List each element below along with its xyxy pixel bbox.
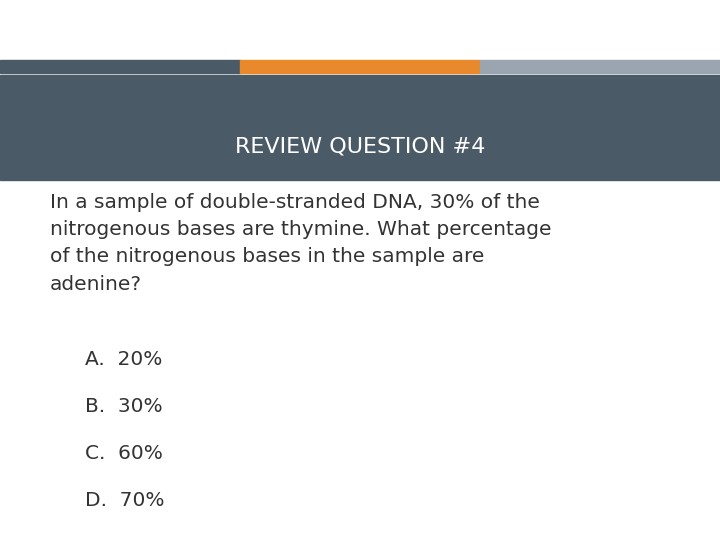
Text: C.  60%: C. 60% <box>85 444 163 463</box>
Text: A.  20%: A. 20% <box>85 350 163 369</box>
Bar <box>0 75 720 180</box>
Text: REVIEW QUESTION #4: REVIEW QUESTION #4 <box>235 137 485 157</box>
Bar <box>0 60 240 73</box>
Text: D.  70%: D. 70% <box>85 491 164 510</box>
Bar <box>480 60 720 73</box>
Bar <box>240 60 480 73</box>
Text: In a sample of double-stranded DNA, 30% of the
nitrogenous bases are thymine. Wh: In a sample of double-stranded DNA, 30% … <box>50 193 552 294</box>
Text: B.  30%: B. 30% <box>85 397 163 416</box>
